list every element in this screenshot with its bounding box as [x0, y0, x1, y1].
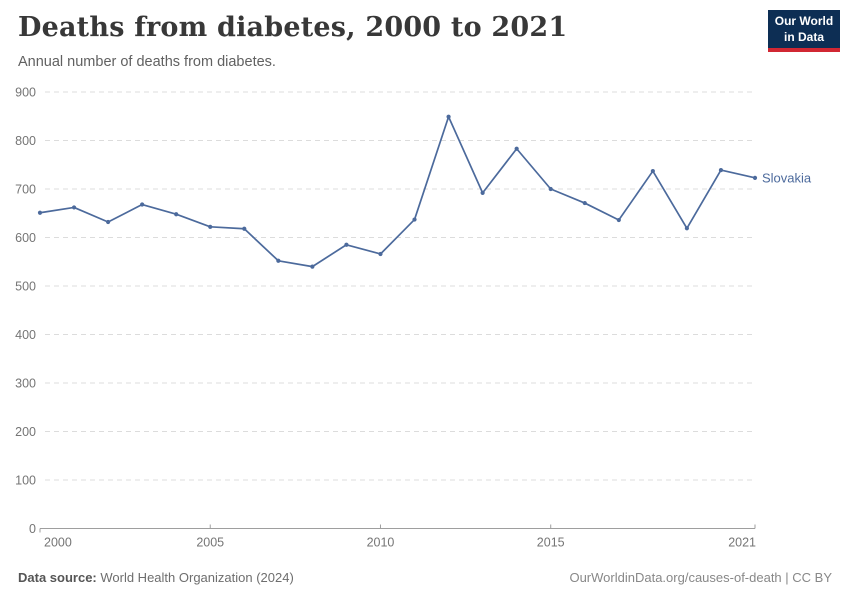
data-point[interactable] [174, 212, 179, 217]
y-axis-tick-label: 800 [15, 134, 36, 148]
data-point[interactable] [582, 200, 587, 206]
y-axis-tick-label: 300 [15, 377, 36, 391]
x-axis-tick-label: 2010 [367, 536, 395, 550]
data-point[interactable] [105, 219, 111, 225]
chart-title: Deaths from diabetes, 2000 to 2021 [18, 12, 568, 43]
data-point[interactable] [752, 175, 758, 180]
y-axis-tick-label: 600 [15, 231, 36, 245]
data-point[interactable] [548, 186, 553, 192]
y-axis-tick-label: 400 [15, 328, 36, 342]
series-label-slovakia: Slovakia [762, 170, 812, 185]
data-source-value: World Health Organization (2024) [96, 570, 294, 585]
x-axis-tick-label: 2000 [44, 536, 72, 550]
data-point[interactable] [650, 168, 655, 174]
x-axis-tick-label: 2005 [196, 536, 224, 550]
data-point[interactable] [446, 114, 451, 119]
y-axis-tick-label: 200 [15, 425, 36, 439]
x-axis-tick-label: 2015 [537, 536, 565, 550]
data-point[interactable] [276, 258, 281, 263]
chart-subtitle: Annual number of deaths from diabetes. [18, 54, 276, 70]
data-point[interactable] [684, 226, 690, 231]
y-axis-tick-label: 700 [15, 183, 36, 197]
data-point[interactable] [718, 167, 724, 173]
data-point[interactable] [378, 251, 383, 257]
data-point[interactable] [140, 202, 145, 207]
data-point[interactable] [412, 217, 417, 222]
y-axis-tick-label: 500 [15, 280, 36, 294]
data-point[interactable] [37, 210, 43, 215]
data-point[interactable] [616, 217, 621, 223]
data-point[interactable] [514, 146, 519, 151]
data-point[interactable] [208, 224, 213, 229]
data-source-label: Data source: [18, 570, 97, 585]
data-point[interactable] [310, 264, 315, 269]
owid-logo[interactable]: Our World in Data [768, 10, 840, 53]
y-axis-tick-label: 100 [15, 474, 36, 488]
data-point[interactable] [242, 226, 247, 231]
data-source-note: Data source: World Health Organization (… [18, 570, 294, 585]
owid-logo-line2: in Data [783, 29, 824, 44]
owid-logo-line1: Our World [774, 14, 834, 28]
data-point[interactable] [480, 190, 485, 195]
x-axis-tick-label: 2021 [728, 536, 756, 550]
data-point[interactable] [344, 242, 349, 247]
y-axis-tick-label: 900 [15, 86, 36, 100]
series-line-slovakia [39, 115, 756, 268]
y-axis-tick-label: 0 [29, 522, 36, 536]
data-point[interactable] [71, 205, 77, 210]
credit-link[interactable]: OurWorldinData.org/causes-of-death | CC … [569, 570, 832, 585]
